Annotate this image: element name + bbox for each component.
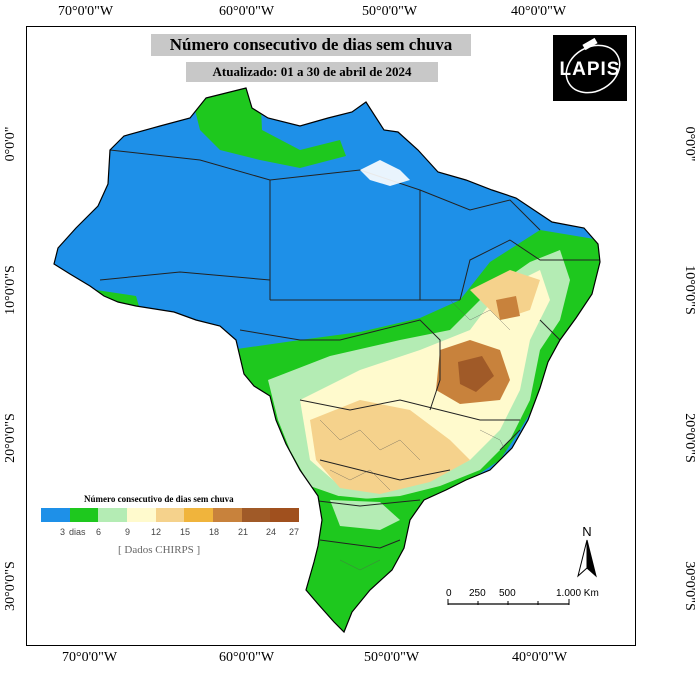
north-arrow-icon: N xyxy=(577,524,597,578)
legend-swatch xyxy=(98,508,128,522)
legend-label: 9 xyxy=(125,527,131,537)
legend-label: 12 xyxy=(151,527,162,537)
legend-swatch xyxy=(270,508,300,522)
lapis-logo: LAPIS xyxy=(553,35,627,101)
legend-label: 18 xyxy=(209,527,220,537)
legend-swatch xyxy=(241,508,271,522)
legend-swatch xyxy=(213,508,242,522)
lon-tick-bottom-4: 40°0'0"W xyxy=(512,650,568,665)
legend-label: 3 xyxy=(60,527,66,537)
north-label: N xyxy=(582,524,591,539)
lon-tick-top-3: 50°0'0"W xyxy=(362,4,418,19)
legend-label: 27 xyxy=(289,527,300,537)
legend-label: 15 xyxy=(180,527,191,537)
logo-text: LAPIS xyxy=(559,59,621,80)
lon-tick-top-2: 60°0'0"W xyxy=(219,4,275,19)
map-subtitle: Atualizado: 01 a 30 de abril de 2024 xyxy=(186,62,438,82)
legend-label: 6 xyxy=(96,527,102,537)
scale-label: 250 xyxy=(469,588,486,599)
legend-title: Número consecutivo de dias sem chuva xyxy=(84,494,234,504)
lon-tick-bottom-2: 60°0'0"W xyxy=(219,650,275,665)
legend-label: 24 xyxy=(266,527,277,537)
legend-swatch xyxy=(155,508,185,522)
legend-label: dias xyxy=(69,527,86,537)
scale-label: 0 xyxy=(446,588,452,599)
scale-label: 1.000 Km xyxy=(556,588,599,599)
legend-swatch xyxy=(41,508,70,522)
lon-tick-bottom-3: 50°0'0"W xyxy=(364,650,420,665)
lon-tick-bottom-1: 70°0'0"W xyxy=(62,650,118,665)
legend-swatch xyxy=(184,508,214,522)
legend-swatch xyxy=(127,508,156,522)
scale-label: 500 xyxy=(499,588,516,599)
legend-label: 21 xyxy=(238,527,249,537)
satellite-icon xyxy=(565,37,621,94)
lon-tick-top-1: 70°0'0"W xyxy=(58,4,114,19)
legend-swatch xyxy=(69,508,99,522)
map-title: Número consecutivo de dias sem chuva xyxy=(151,34,471,56)
data-source: [ Dados CHIRPS ] xyxy=(118,544,201,556)
lon-tick-top-4: 40°0'0"W xyxy=(511,4,567,19)
scale-bar xyxy=(447,599,570,605)
legend-color-bar xyxy=(41,508,300,522)
